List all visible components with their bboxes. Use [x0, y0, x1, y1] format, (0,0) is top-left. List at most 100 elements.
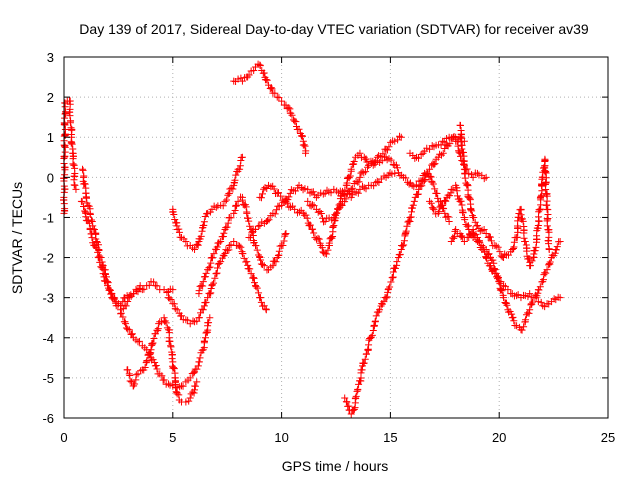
- data-point: [526, 306, 534, 314]
- data-point: [534, 289, 542, 297]
- data-point: [405, 180, 413, 188]
- data-point: [551, 249, 559, 257]
- data-point: [520, 323, 528, 331]
- y-axis-label: SDTVAR / TECUs: [9, 182, 25, 294]
- data-point: [282, 229, 290, 237]
- data-point: [550, 295, 558, 303]
- data-point: [434, 209, 442, 217]
- data-point: [439, 149, 447, 157]
- data-point: [360, 169, 368, 177]
- data-point: [164, 380, 172, 388]
- data-point: [186, 394, 194, 402]
- data-point: [173, 306, 181, 314]
- data-point: [260, 69, 268, 77]
- data-point: [252, 283, 260, 291]
- data-point: [305, 222, 313, 230]
- data-point: [556, 238, 564, 246]
- data-point: [276, 242, 284, 250]
- x-axis-ticks: 0 5 10 15 20 25: [60, 57, 615, 445]
- data-point: [461, 174, 469, 182]
- y-tick-label: -2: [42, 251, 54, 266]
- data-point: [279, 241, 287, 249]
- data-point: [473, 169, 481, 177]
- data-series: [164, 238, 270, 328]
- y-tick-label: 1: [47, 130, 54, 145]
- data-point: [170, 364, 178, 372]
- data-point: [145, 281, 153, 289]
- data-point: [212, 203, 220, 211]
- data-point: [348, 184, 356, 192]
- data-point: [454, 142, 462, 150]
- data-point: [160, 376, 168, 384]
- data-point: [452, 225, 460, 233]
- data-point: [78, 165, 86, 173]
- data-point: [306, 221, 314, 229]
- data-point: [238, 153, 246, 161]
- data-point: [168, 355, 176, 363]
- data-point: [494, 272, 502, 280]
- data-point: [283, 199, 291, 207]
- data-point: [195, 314, 203, 322]
- y-tick-label: -4: [42, 331, 54, 346]
- data-point: [182, 238, 190, 246]
- data-point: [494, 243, 502, 251]
- data-point: [246, 222, 254, 230]
- data-point: [486, 233, 494, 241]
- data-point: [272, 258, 280, 266]
- y-tick-label: -5: [42, 371, 54, 386]
- data-point: [397, 133, 405, 141]
- data-point: [353, 387, 361, 395]
- data-point: [125, 370, 133, 378]
- data-point: [332, 209, 340, 217]
- data-point: [263, 185, 271, 193]
- data-point: [460, 137, 468, 145]
- data-point: [350, 405, 358, 413]
- data-point: [416, 182, 424, 190]
- data-point: [166, 337, 174, 345]
- data-point: [204, 294, 212, 302]
- data-point: [369, 326, 377, 334]
- data-point: [537, 298, 545, 306]
- data-point: [201, 334, 209, 342]
- data-point: [214, 264, 222, 272]
- data-point: [385, 143, 393, 151]
- data-series: [456, 121, 553, 270]
- data-point: [148, 340, 156, 348]
- data-point: [487, 237, 495, 245]
- data-point: [256, 62, 264, 70]
- data-point: [513, 292, 521, 300]
- data-point: [429, 205, 437, 213]
- data-point: [150, 278, 158, 286]
- data-series: [230, 60, 310, 157]
- data-point: [280, 237, 288, 245]
- data-point: [373, 177, 381, 185]
- data-point: [317, 210, 325, 218]
- data-point: [260, 185, 268, 193]
- data-point: [86, 210, 94, 218]
- data-point: [376, 306, 384, 314]
- data-point: [85, 219, 93, 227]
- data-point: [521, 238, 529, 246]
- data-point: [470, 213, 478, 221]
- data-point: [270, 185, 278, 193]
- data-point: [69, 160, 77, 168]
- data-point: [163, 288, 171, 296]
- data-point: [199, 278, 207, 286]
- data-point: [193, 378, 201, 386]
- data-point: [415, 154, 423, 162]
- y-tick-label: -6: [42, 411, 54, 426]
- data-point: [426, 165, 434, 173]
- data-point: [230, 209, 238, 217]
- data-point: [225, 189, 233, 197]
- data-point: [295, 125, 303, 133]
- data-point: [379, 150, 387, 158]
- data-point: [262, 306, 270, 314]
- data-point: [186, 374, 194, 382]
- data-point: [224, 191, 232, 199]
- x-tick-label: 5: [169, 430, 176, 445]
- data-point: [456, 121, 464, 129]
- data-point: [194, 362, 202, 370]
- data-point: [510, 317, 518, 325]
- data-point: [476, 239, 484, 247]
- data-point: [466, 230, 474, 238]
